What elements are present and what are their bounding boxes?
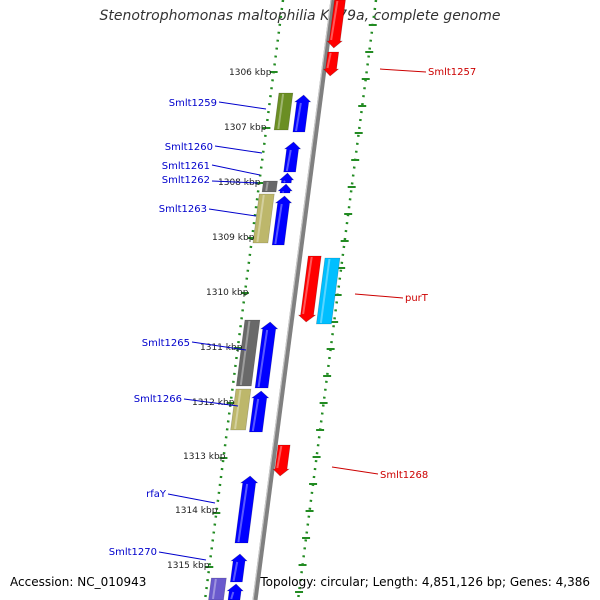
gene-smlt1263-highlight — [274, 203, 283, 245]
gene-smlt1263 — [271, 195, 293, 246]
kbp-tick-label: 1307 kbp — [224, 123, 267, 133]
gene-rfay-highlight — [237, 483, 249, 543]
gene-smlt1262 — [277, 183, 293, 194]
gene-label-smlt1266: Smlt1266 — [134, 394, 182, 405]
gene-smlt1260-highlight — [285, 149, 292, 172]
feature-smlt1271-region — [208, 577, 227, 600]
gene-smlt1256 — [326, 0, 346, 49]
feature-purt-region — [316, 257, 341, 325]
gene-smlt1259-highlight — [295, 102, 302, 132]
gene-smlt1271-highlight — [230, 591, 235, 600]
tick-guide-lines — [203, 0, 378, 600]
gene-label-smlt1261: Smlt1261 — [162, 161, 210, 172]
leader-line-smlt1270 — [158, 551, 207, 561]
gene-features — [208, 0, 346, 600]
leader-line-smlt1260 — [214, 145, 263, 154]
gene-smlt1266 — [248, 390, 270, 433]
gene-smlt1256-highlight — [330, 0, 339, 41]
genome-summary: Topology: circular; Length: 4,851,126 bp… — [260, 575, 590, 589]
gene-purt-a — [297, 255, 322, 323]
feature-smlt1263-region — [252, 193, 275, 244]
gene-smlt1268 — [272, 444, 291, 477]
feature-smlt1262-region — [261, 180, 278, 193]
leader-line-smlt1265 — [191, 341, 247, 351]
gene-smlt1265-highlight — [257, 329, 269, 388]
kbp-tick-label: 1309 kbp — [212, 233, 255, 243]
gene-smlt1259 — [292, 94, 312, 133]
feature-smlt1265-region — [235, 319, 261, 387]
gene-label-purt: purT — [405, 293, 429, 304]
feature-smlt1266-region — [230, 388, 252, 431]
gene-label-smlt1262: Smlt1262 — [162, 175, 210, 186]
gene-labels: Smlt1257 Smlt1259 Smlt1260 Smlt1261 Smlt1262… — [109, 67, 476, 561]
gene-smlt1265 — [254, 321, 279, 389]
gene-smlt1271 — [226, 583, 244, 600]
kbp-tick-label: 1310 kbp — [206, 288, 249, 298]
kbp-tick-label: 1313 kbp — [183, 452, 226, 462]
gene-label-smlt1257: Smlt1257 — [428, 67, 476, 78]
leader-line-smlt1259 — [218, 101, 267, 110]
gene-smlt1270-highlight — [232, 561, 239, 582]
gene-smlt1270 — [229, 553, 248, 583]
gene-label-smlt1260: Smlt1260 — [165, 142, 213, 153]
leader-line-smlt1257 — [379, 68, 427, 73]
gene-label-smlt1270: Smlt1270 — [109, 547, 157, 558]
feature-smlt1262-region-highlight — [265, 181, 269, 192]
feature-smlt1263-region-highlight — [256, 194, 265, 243]
feature-smlt1271-region-highlight — [212, 578, 217, 600]
backbone-strand — [252, 0, 336, 600]
feature-smlt1259-region-highlight — [277, 93, 285, 130]
backbone-highlight — [252, 0, 332, 600]
gene-rfay — [234, 475, 259, 544]
gene-label-smlt1263: Smlt1263 — [159, 204, 207, 215]
kbp-tick-label: 1308 kbp — [218, 178, 261, 188]
kbp-tick-label: 1314 kbp — [175, 506, 218, 516]
kbp-tick-label: 1306 kbp — [229, 68, 272, 78]
left-guide-line — [203, 0, 285, 600]
gene-label-smlt1268: Smlt1268 — [380, 470, 428, 481]
kbp-tick-label: 1311 kbp — [200, 343, 243, 353]
leader-line-smlt1262 — [211, 180, 259, 184]
leader-line-smlt1266 — [183, 398, 239, 407]
gene-smlt1266-highlight — [251, 398, 260, 432]
leader-line-purt — [354, 293, 404, 299]
gene-smlt1261 — [278, 172, 295, 184]
gene-smlt1257 — [322, 51, 340, 77]
gene-smlt1261-highlight — [283, 180, 286, 183]
feature-purt-region-highlight — [319, 258, 331, 324]
feature-smlt1259-region — [273, 92, 294, 131]
gene-smlt1257-highlight — [326, 52, 332, 69]
feature-smlt1266-region-highlight — [234, 389, 242, 430]
leader-line-smlt1263 — [208, 208, 257, 217]
gene-purt-a-highlight — [302, 256, 313, 315]
leader-line-rfay — [167, 493, 216, 504]
gene-label-smlt1265: Smlt1265 — [142, 338, 190, 349]
backbone-line — [252, 0, 336, 600]
gene-label-smlt1259: Smlt1259 — [169, 98, 217, 109]
right-guide-line — [296, 0, 378, 600]
leader-line-smlt1268 — [331, 466, 379, 475]
gene-smlt1260 — [283, 141, 302, 173]
accession-label: Accession: NC_010943 — [10, 575, 147, 589]
kbp-tick-label: 1315 kbp — [167, 561, 210, 571]
gene-label-rfay: rfaY — [146, 489, 167, 500]
gene-smlt1268-highlight — [276, 445, 283, 469]
leader-line-smlt1261 — [211, 164, 261, 176]
feature-smlt1265-region-highlight — [239, 320, 251, 386]
map-title: Stenotrophomonas maltophilia K279a, comp… — [99, 8, 501, 24]
